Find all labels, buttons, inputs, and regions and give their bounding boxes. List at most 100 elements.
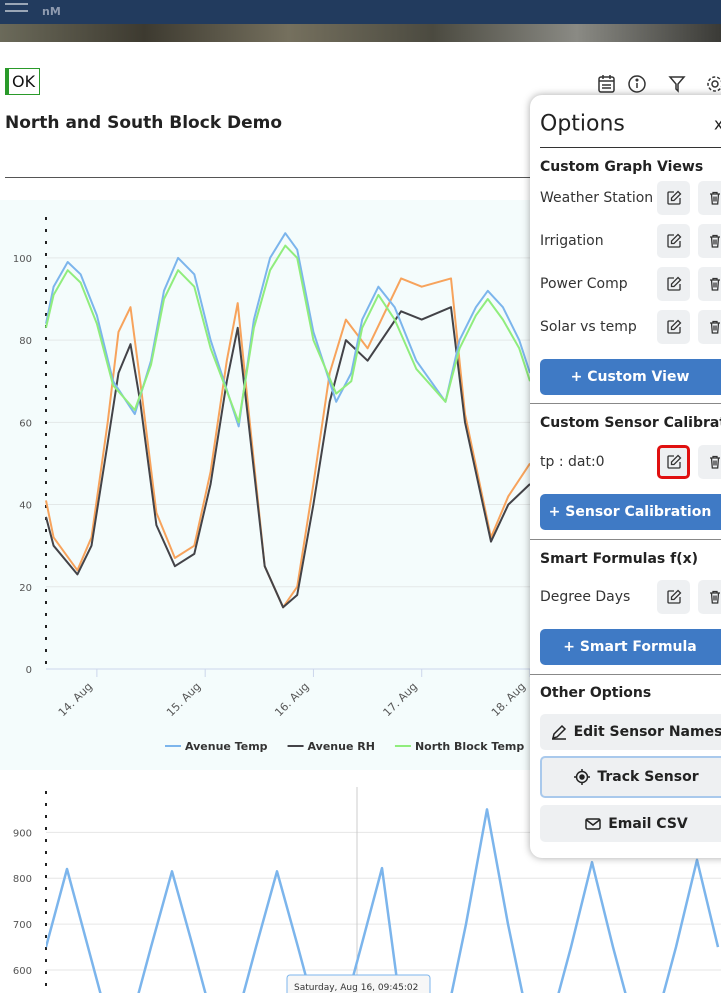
option-button[interactable] [540, 714, 721, 750]
edit-icon [666, 589, 681, 604]
add-button[interactable] [540, 359, 721, 395]
divider [5, 177, 530, 178]
y-tick-label: 0 [26, 665, 32, 676]
top-bar: nM [0, 0, 721, 24]
icon-path [670, 589, 681, 601]
divider [530, 403, 721, 404]
item-label: tp : dat:0 [540, 454, 605, 470]
option-button-label: Track Sensor [597, 769, 699, 785]
y-tick-label: 800 [13, 874, 32, 885]
section-heading: Custom Graph Views [540, 159, 704, 175]
line-series [45, 244, 531, 424]
item-label: Solar vs temp [540, 319, 637, 335]
y-tick-label: 60 [19, 418, 32, 429]
edit-button[interactable] [657, 181, 690, 215]
add-button-label: + Sensor Calibration [548, 504, 712, 520]
edit-icon [666, 454, 681, 469]
item-label: Degree Days [540, 589, 631, 605]
icon-shape [666, 190, 681, 205]
edit-icon [666, 319, 681, 334]
add-button[interactable] [540, 494, 721, 530]
icon-shape [709, 455, 720, 469]
option-button[interactable] [540, 805, 721, 842]
delete-button[interactable] [698, 310, 721, 344]
y-tick-label: 20 [19, 583, 32, 594]
y-tick-label: 80 [19, 336, 32, 347]
line-series [45, 277, 531, 609]
section-heading: Other Options [540, 685, 652, 701]
tooltip-box [286, 974, 431, 993]
icon-shape [574, 769, 591, 785]
section-heading: Smart Formulas f(x) [540, 551, 699, 567]
icon-shape [709, 191, 720, 205]
filter-icon[interactable] [668, 76, 686, 93]
edit-button[interactable] [657, 445, 690, 479]
y-tick-label: 40 [19, 501, 32, 512]
icon-path [666, 234, 681, 248]
icon-path [666, 320, 681, 334]
icon-shape [709, 277, 720, 291]
add-button[interactable] [540, 629, 721, 665]
icon-path [666, 590, 681, 604]
calendar-icon[interactable] [598, 75, 615, 93]
delete-button[interactable] [698, 224, 721, 258]
icon-path [666, 277, 681, 291]
icon-shape [666, 233, 681, 248]
icon-shape [666, 276, 681, 291]
close-button[interactable]: x [714, 114, 721, 134]
trash-icon [709, 455, 720, 469]
line-series [45, 306, 531, 609]
trash-icon [709, 191, 720, 205]
icon-path [670, 319, 681, 331]
divider [530, 674, 721, 675]
add-button-label: + Custom View [570, 369, 690, 385]
icon-shape [666, 454, 681, 469]
edit-icon [666, 233, 681, 248]
icon-path [709, 455, 720, 469]
add-button-label: + Smart Formula [563, 639, 697, 655]
legend-label[interactable]: Avenue Temp [185, 740, 268, 753]
icon-path [709, 191, 720, 205]
icon-path [666, 455, 681, 469]
icon-path [709, 590, 720, 604]
button-icon [574, 769, 591, 785]
icon-shape [585, 817, 601, 830]
button-icon [585, 817, 601, 830]
item-label: Weather Station [540, 190, 654, 206]
icon-path [670, 190, 681, 202]
edit-button[interactable] [657, 224, 690, 258]
edit-icon [666, 190, 681, 205]
legend-label[interactable]: Avenue RH [308, 740, 375, 753]
options-panel: Options x Custom Graph Views Weather Statio… [530, 95, 721, 858]
icon-path [670, 233, 681, 245]
icon-path [551, 724, 566, 740]
edit-button[interactable] [657, 310, 690, 344]
legend-label[interactable]: North Block Temp [415, 740, 524, 753]
settings-icon[interactable] [707, 76, 721, 92]
info-icon[interactable] [628, 75, 646, 93]
y-tick-label: 100 [13, 254, 32, 265]
icon-shape [709, 590, 720, 604]
item-label: Power Comp [540, 276, 628, 292]
option-button[interactable] [540, 756, 721, 798]
trash-icon [709, 320, 720, 334]
delete-button[interactable] [698, 267, 721, 301]
icon-path [666, 191, 681, 205]
banner-image [0, 24, 721, 42]
divider [530, 539, 721, 540]
edit-button[interactable] [657, 267, 690, 301]
panel-title: Options [540, 111, 625, 137]
section-heading: Custom Sensor Calibratio [540, 415, 721, 431]
menu-icon[interactable] [5, 3, 28, 12]
icon-path [670, 276, 681, 288]
edit-button[interactable] [657, 580, 690, 614]
delete-button[interactable] [698, 445, 721, 479]
edit-icon [666, 276, 681, 291]
icon-path [585, 817, 601, 830]
delete-button[interactable] [698, 181, 721, 215]
option-button-label: Edit Sensor Names [573, 724, 721, 740]
line-series [45, 232, 531, 428]
trash-icon [709, 590, 720, 604]
icon-shape [666, 319, 681, 334]
delete-button[interactable] [698, 580, 721, 614]
